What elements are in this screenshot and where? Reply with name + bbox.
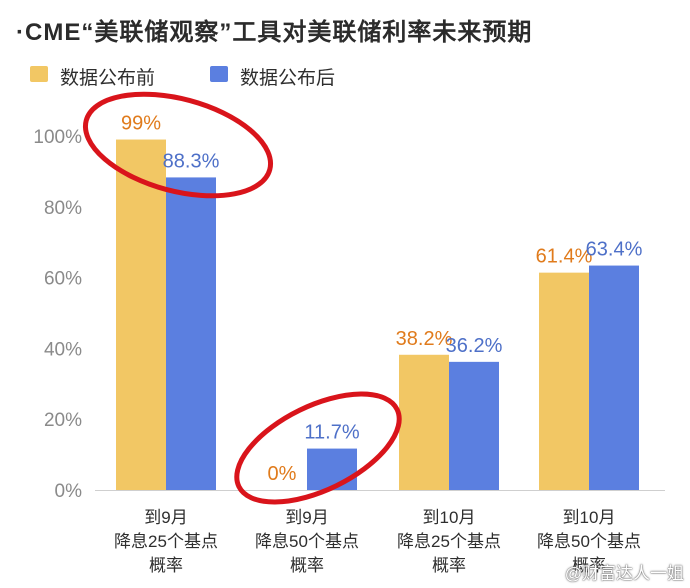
y-tick-label: 100% xyxy=(33,127,82,148)
data-label: 36.2% xyxy=(446,335,503,357)
y-tick-label: 80% xyxy=(44,198,82,219)
bar-after xyxy=(589,265,639,490)
bar-after xyxy=(307,448,357,490)
legend-label-after: 数据公布后 xyxy=(240,68,336,89)
annotation-ellipse xyxy=(234,391,402,505)
y-tick-label: 40% xyxy=(44,339,82,360)
bar-after xyxy=(449,361,499,490)
y-tick-label: 60% xyxy=(44,269,82,290)
data-label: 0% xyxy=(268,463,297,485)
watermark: @财富达人一姐 xyxy=(564,564,684,583)
data-label: 61.4% xyxy=(536,246,593,268)
legend-label-before: 数据公布前 xyxy=(60,68,156,89)
x-tick-label: 降息25个基点 xyxy=(397,532,501,551)
legend-swatch-after xyxy=(210,66,228,82)
data-label: 38.2% xyxy=(396,328,453,350)
annotation-ellipse xyxy=(82,91,274,199)
data-label: 63.4% xyxy=(586,239,643,261)
x-tick-label: 概率 xyxy=(290,556,324,575)
bar-before xyxy=(116,139,166,491)
bar-before xyxy=(399,354,449,490)
x-tick-label: 概率 xyxy=(432,556,466,575)
x-tick-label: 降息25个基点 xyxy=(114,532,218,551)
y-tick-label: 0% xyxy=(55,481,83,502)
bar-after xyxy=(166,177,216,490)
y-tick-label: 20% xyxy=(44,410,82,431)
legend-swatch-before xyxy=(30,66,48,82)
x-tick-label: 到10月 xyxy=(423,508,476,527)
chart-title: ·CME“美联储观察”工具对美联储利率未来预期 xyxy=(16,19,533,46)
x-tick-label: 到9月 xyxy=(285,508,328,527)
x-tick-label: 到10月 xyxy=(563,508,616,527)
x-tick-label: 到9月 xyxy=(144,508,187,527)
data-label: 99% xyxy=(121,113,161,135)
bar-before xyxy=(539,272,589,490)
x-tick-label: 概率 xyxy=(572,556,606,575)
x-tick-label: 概率 xyxy=(149,556,183,575)
x-tick-label: 降息50个基点 xyxy=(537,532,641,551)
x-tick-label: 降息50个基点 xyxy=(255,532,359,551)
data-label: 88.3% xyxy=(163,150,220,172)
data-label: 11.7% xyxy=(304,422,359,444)
